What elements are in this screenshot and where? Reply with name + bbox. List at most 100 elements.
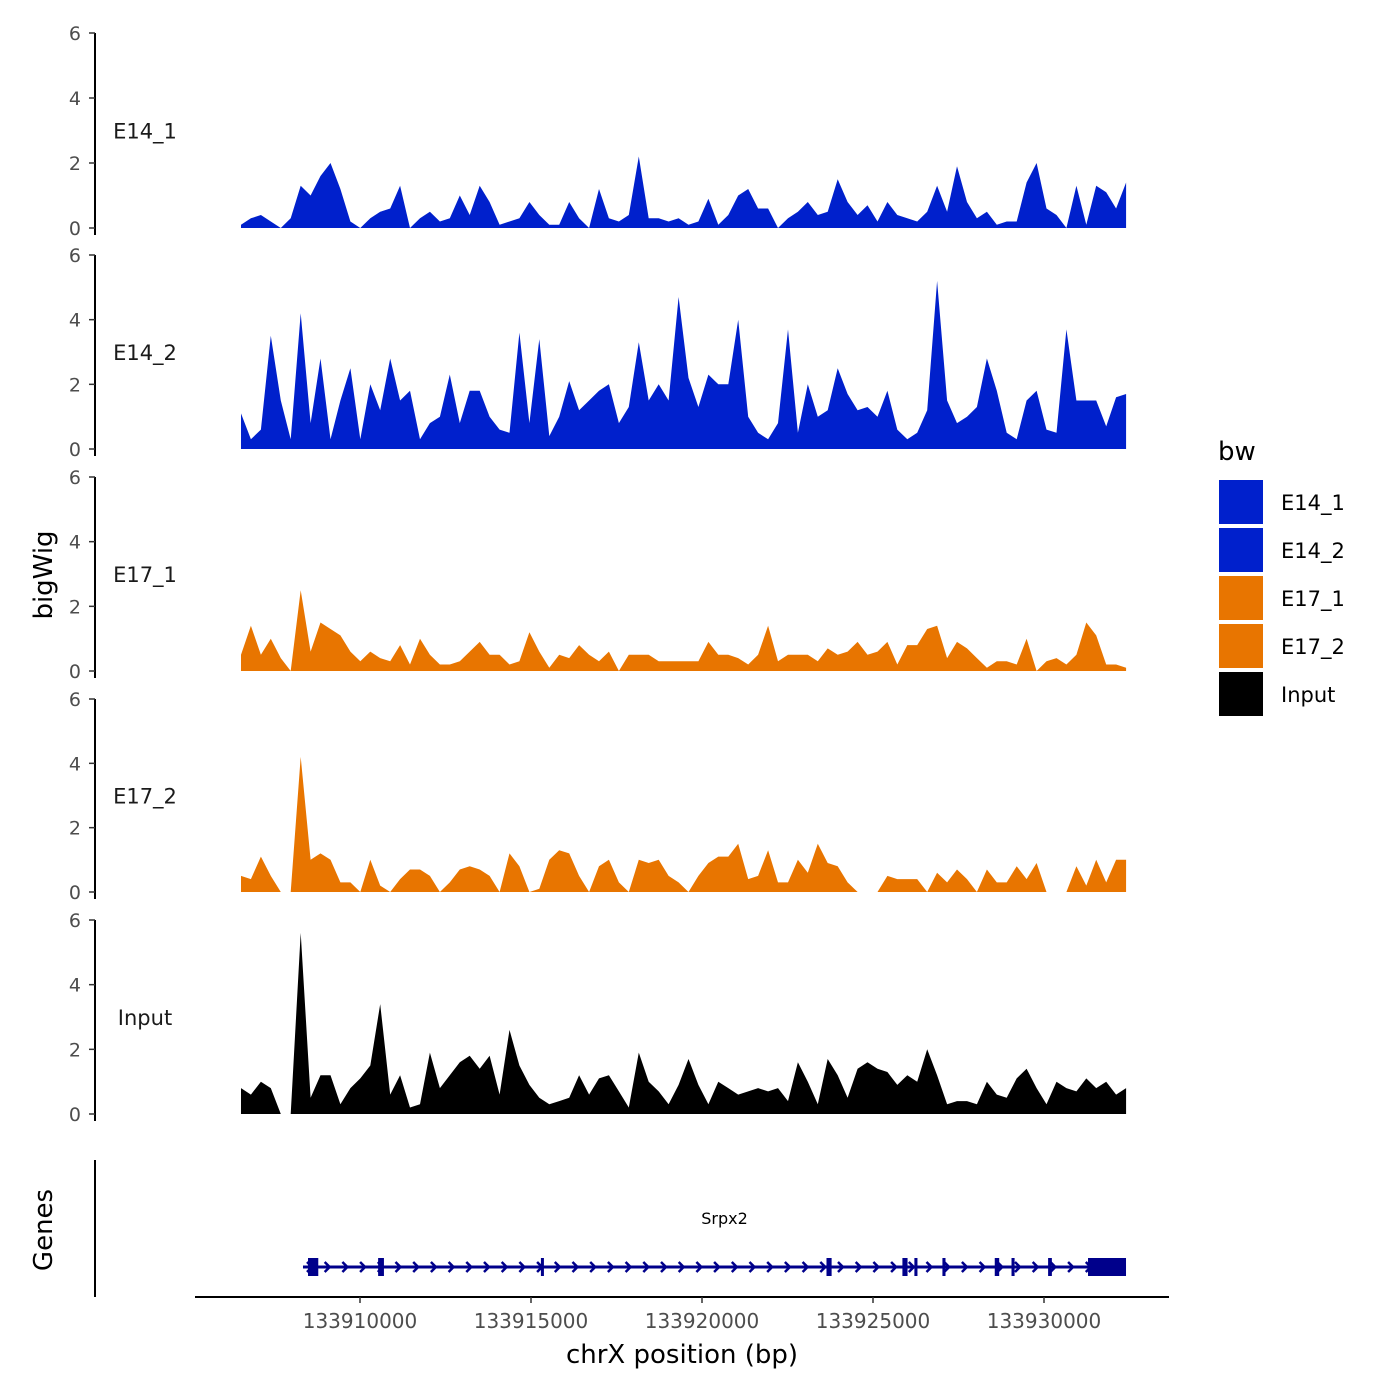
strand-arrow-icon xyxy=(607,1261,615,1273)
y-tick-label: 4 xyxy=(69,88,81,110)
strand-arrow-icon xyxy=(730,1261,739,1273)
legend-key-e14-1 xyxy=(1219,480,1263,524)
y-tick-label: 2 xyxy=(69,1039,81,1061)
y-tick-label: 2 xyxy=(69,153,81,175)
strand-arrow-icon xyxy=(872,1261,881,1273)
x-tick-label: 133930000 xyxy=(987,1309,1102,1333)
strand-arrow-icon xyxy=(819,1261,828,1273)
y-tick-label: 2 xyxy=(69,596,81,618)
panel-label: Input xyxy=(118,1006,172,1030)
y-tick-label: 0 xyxy=(69,439,81,461)
legend-key-e17-1 xyxy=(1219,576,1263,620)
legend-title: bw xyxy=(1218,437,1256,467)
strand-arrow-icon xyxy=(1067,1261,1075,1273)
legend-label: E17_2 xyxy=(1281,635,1345,660)
x-tick-label: 133910000 xyxy=(303,1309,418,1333)
gene-exon xyxy=(378,1258,384,1276)
strand-arrow-icon xyxy=(854,1261,863,1273)
legend-label: E14_2 xyxy=(1281,539,1345,564)
y-axis-title: bigWig xyxy=(29,530,59,619)
area-e14-2 xyxy=(240,280,1127,449)
area-input xyxy=(240,932,1127,1114)
strand-arrow-icon xyxy=(907,1261,916,1273)
gene-exon xyxy=(994,1258,1000,1276)
gene-exon xyxy=(914,1258,918,1276)
gene-exon xyxy=(902,1258,908,1276)
strand-arrow-icon xyxy=(677,1261,686,1273)
x-tick-label: 133925000 xyxy=(816,1309,931,1333)
strand-arrow-icon xyxy=(943,1261,951,1273)
gene-exon xyxy=(826,1258,832,1276)
strand-arrow-icon xyxy=(465,1261,474,1273)
strand-arrow-icon xyxy=(748,1261,757,1273)
x-tick-label: 133920000 xyxy=(645,1309,760,1333)
strand-arrow-icon xyxy=(394,1261,403,1273)
y-tick-label: 2 xyxy=(69,818,81,840)
y-tick-label: 4 xyxy=(69,975,81,997)
y-tick-label: 4 xyxy=(69,310,81,332)
strand-arrow-icon xyxy=(695,1261,704,1273)
strand-arrow-icon xyxy=(483,1261,491,1273)
gene-name-label: Srpx2 xyxy=(701,1209,748,1228)
panel-label: E14_1 xyxy=(113,120,177,145)
strand-arrow-icon xyxy=(925,1261,934,1273)
legend-key-e17-2 xyxy=(1219,624,1263,668)
strand-arrow-icon xyxy=(1014,1261,1022,1273)
panel-label: E14_2 xyxy=(113,341,177,366)
panel-label: E17_1 xyxy=(113,563,177,588)
area-e17-2 xyxy=(240,756,1127,892)
strand-arrow-icon xyxy=(500,1261,509,1273)
panel-label: E17_2 xyxy=(113,785,177,810)
y-tick-label: 6 xyxy=(69,689,81,711)
strand-arrow-icon xyxy=(430,1261,438,1273)
y-tick-label: 0 xyxy=(69,661,81,683)
gene-exon xyxy=(308,1258,319,1276)
legend-key-e14-2 xyxy=(1219,528,1263,572)
y-tick-label: 0 xyxy=(69,882,81,904)
y-tick-label: 0 xyxy=(69,218,81,240)
gene-exon xyxy=(1011,1258,1015,1276)
strand-arrow-icon xyxy=(766,1261,774,1273)
legend-label: Input xyxy=(1281,683,1335,707)
legend-key-input xyxy=(1219,672,1263,716)
strand-arrow-icon xyxy=(359,1261,367,1273)
y-tick-label: 4 xyxy=(69,753,81,775)
x-tick-label: 133915000 xyxy=(474,1309,589,1333)
strand-arrow-icon xyxy=(660,1261,668,1273)
y-tick-label: 6 xyxy=(69,910,81,932)
strand-arrow-icon xyxy=(341,1261,350,1273)
y-tick-label: 6 xyxy=(69,23,81,45)
gene-exon xyxy=(1088,1258,1127,1276)
strand-arrow-icon xyxy=(571,1261,580,1273)
strand-arrow-icon xyxy=(624,1261,633,1273)
strand-arrow-icon xyxy=(784,1261,792,1273)
strand-arrow-icon xyxy=(890,1261,898,1273)
gene-exon xyxy=(540,1258,544,1276)
y-tick-label: 0 xyxy=(69,1104,81,1126)
strand-arrow-icon xyxy=(713,1261,721,1273)
strand-arrow-icon xyxy=(1049,1261,1058,1273)
strand-arrow-icon xyxy=(801,1261,810,1273)
genes-axis-title: Genes xyxy=(29,1189,59,1271)
strand-arrow-icon xyxy=(837,1261,845,1273)
strand-arrow-icon xyxy=(1031,1261,1040,1273)
area-e17-1 xyxy=(240,590,1127,671)
y-tick-label: 2 xyxy=(69,374,81,396)
gene-exon xyxy=(942,1258,946,1276)
strand-arrow-icon xyxy=(642,1261,651,1273)
y-tick-label: 4 xyxy=(69,532,81,554)
strand-arrow-icon xyxy=(589,1261,597,1273)
strand-arrow-icon xyxy=(518,1261,527,1273)
y-tick-label: 6 xyxy=(69,467,81,489)
strand-arrow-icon xyxy=(412,1261,420,1273)
y-tick-label: 6 xyxy=(69,245,81,267)
strand-arrow-icon xyxy=(961,1261,969,1273)
area-e14-1 xyxy=(240,156,1127,228)
strand-arrow-icon xyxy=(978,1261,987,1273)
legend-label: E17_1 xyxy=(1281,587,1345,612)
gene-exon xyxy=(1048,1258,1052,1276)
strand-arrow-icon xyxy=(447,1261,456,1273)
legend-label: E14_1 xyxy=(1281,491,1345,516)
